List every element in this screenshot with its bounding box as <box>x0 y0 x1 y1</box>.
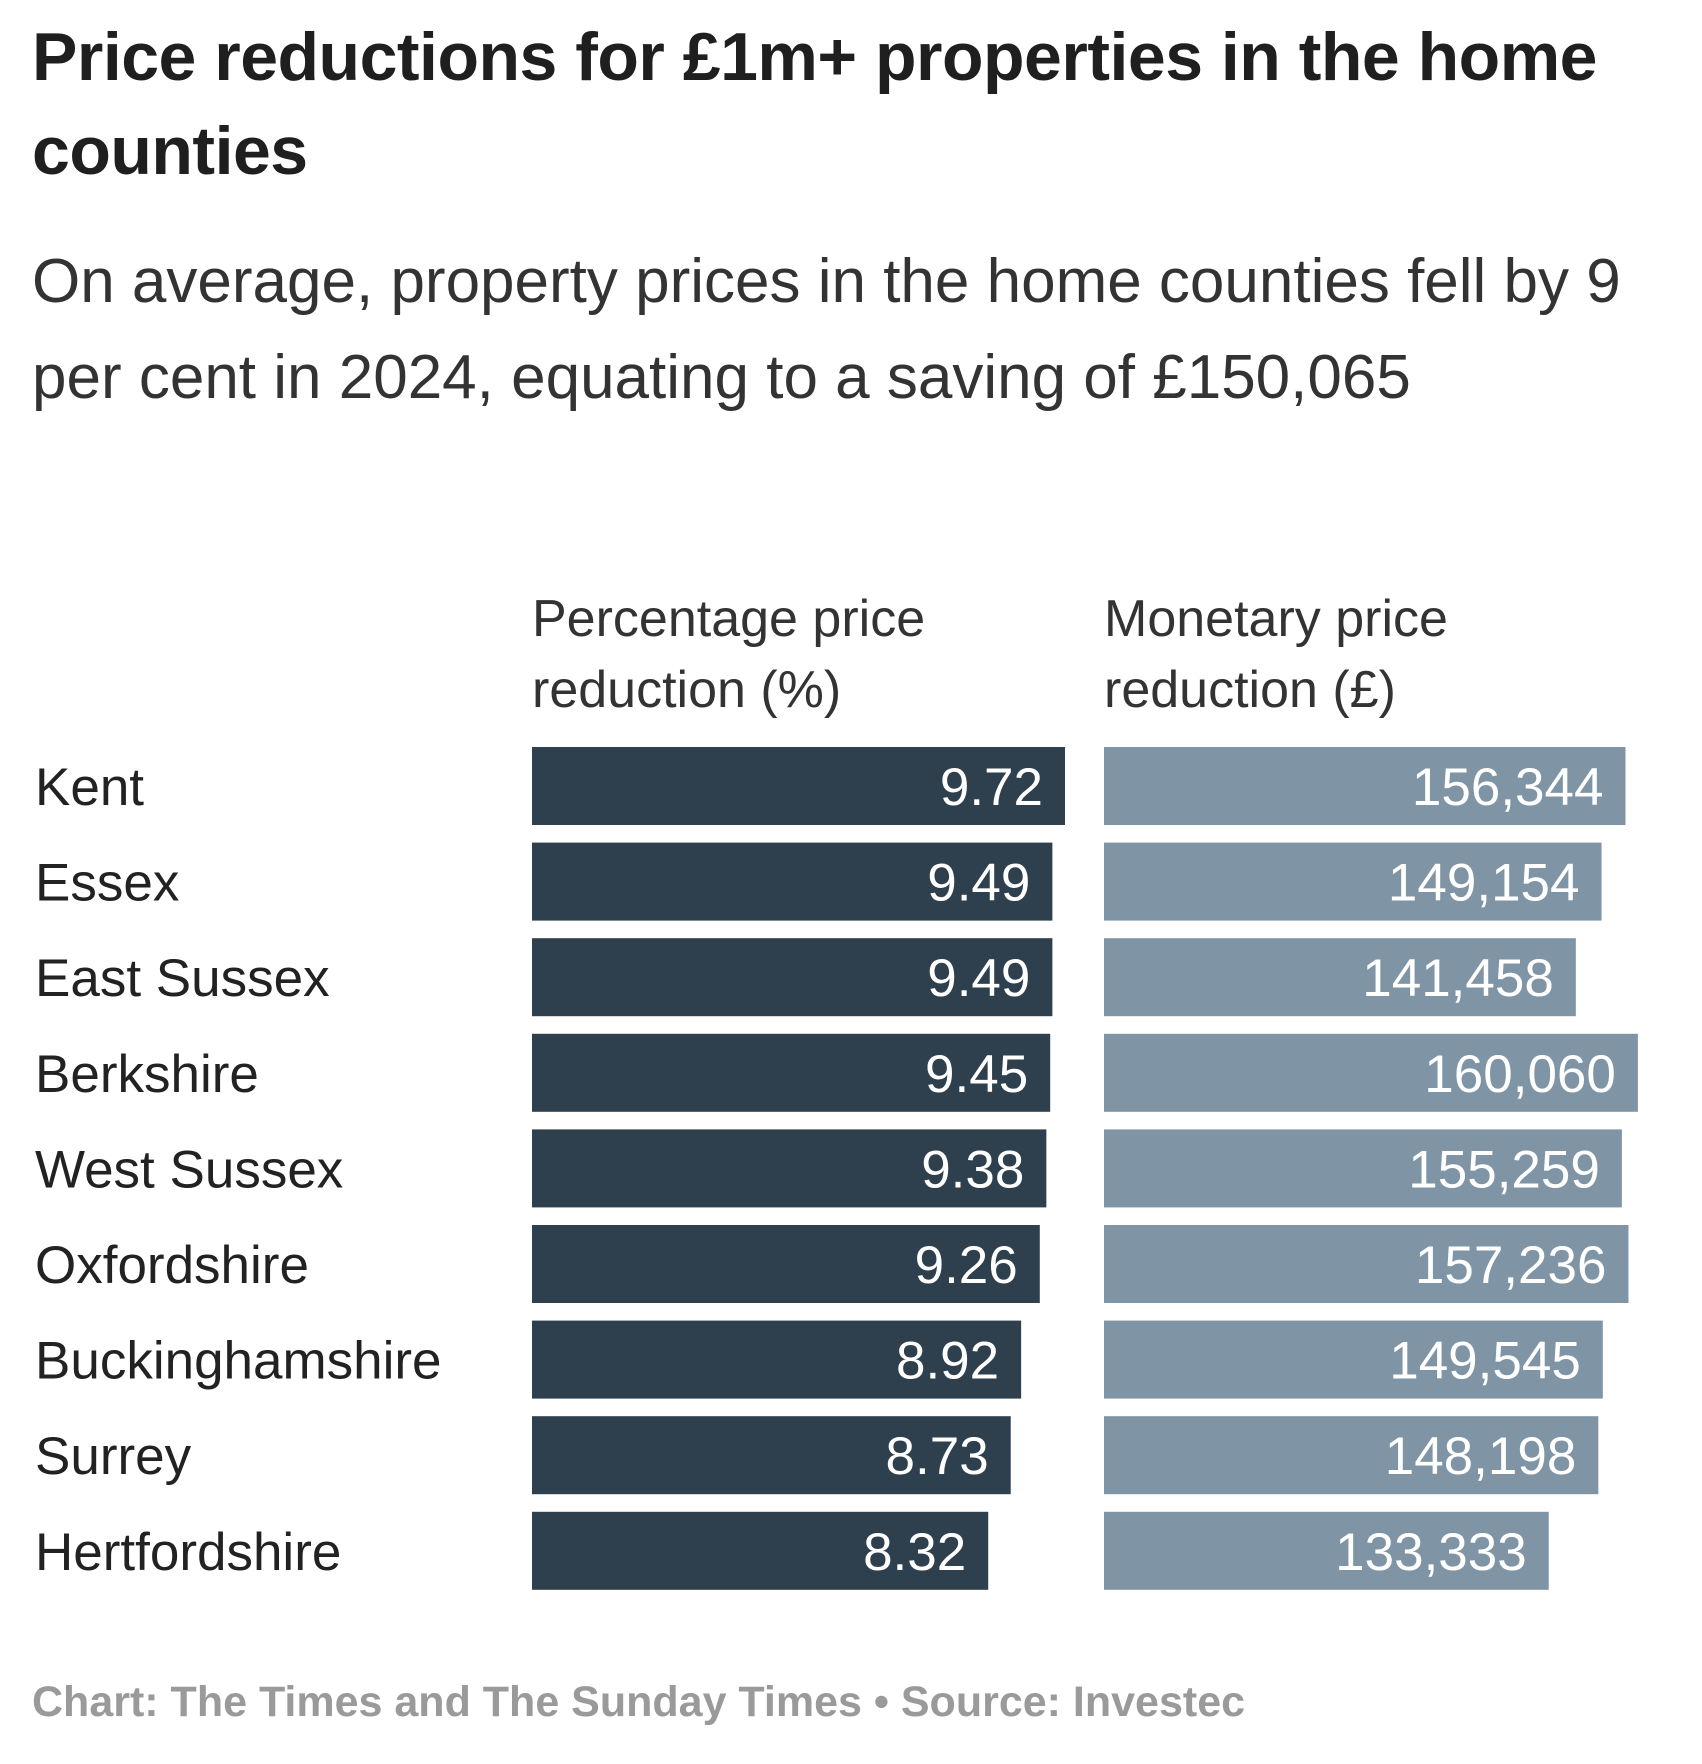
category-label: East Sussex <box>35 949 330 1008</box>
category-label: Kent <box>35 758 144 817</box>
column-header-monetary: Monetary price reduction (£) <box>1104 590 1448 719</box>
monetary-bar <box>1104 842 1602 921</box>
monetary-bar <box>1104 1511 1549 1590</box>
category-label: Surrey <box>35 1427 192 1486</box>
monetary-bar <box>1104 1416 1599 1495</box>
monetary-value-label: 156,344 <box>1412 758 1604 817</box>
chart-title: Price reductions for £1m+ properties in … <box>32 19 1597 189</box>
category-label: West Sussex <box>35 1140 343 1199</box>
category-label: Oxfordshire <box>35 1236 309 1295</box>
percentage-bar <box>532 1225 1040 1303</box>
monetary-value-label: 160,060 <box>1424 1045 1616 1104</box>
monetary-value-label: 133,333 <box>1335 1523 1527 1582</box>
percentage-value-label: 9.38 <box>921 1140 1024 1199</box>
percentage-value-label: 9.26 <box>915 1236 1018 1295</box>
percentage-value-label: 8.32 <box>863 1523 966 1582</box>
percentage-bar <box>532 938 1053 1017</box>
monetary-bar <box>1104 1129 1622 1208</box>
monetary-value-label: 149,154 <box>1388 854 1580 913</box>
monetary-value-label: 157,236 <box>1415 1236 1607 1295</box>
percentage-value-label: 9.45 <box>925 1045 1028 1104</box>
column-header-percentage: Percentage price reduction (%) <box>532 590 926 719</box>
monetary-bar <box>1104 938 1576 1017</box>
percentage-bar <box>532 1033 1051 1112</box>
percentage-value-label: 9.49 <box>927 854 1030 913</box>
monetary-bar <box>1104 747 1626 825</box>
percentage-bar <box>532 747 1065 825</box>
monetary-bar <box>1104 1225 1629 1303</box>
percentage-bar <box>532 1320 1022 1399</box>
percentage-value-label: 9.49 <box>927 949 1030 1008</box>
category-label: Essex <box>35 854 179 913</box>
chart-source: Chart: The Times and The Sunday Times • … <box>32 1678 1246 1726</box>
percentage-bar <box>532 1416 1011 1495</box>
monetary-bar <box>1104 1320 1603 1399</box>
percentage-bar <box>532 1511 989 1590</box>
chart-subtitle: On average, property prices in the home … <box>32 247 1621 412</box>
monetary-bar <box>1104 1033 1638 1112</box>
percentage-value-label: 8.92 <box>896 1332 999 1391</box>
percentage-value-label: 8.73 <box>886 1427 989 1486</box>
monetary-value-label: 149,545 <box>1389 1332 1581 1391</box>
category-label: Hertfordshire <box>35 1523 341 1582</box>
category-label: Buckinghamshire <box>35 1332 442 1391</box>
percentage-value-label: 9.72 <box>940 758 1043 817</box>
monetary-value-label: 155,259 <box>1408 1140 1600 1199</box>
percentage-bar <box>532 1129 1047 1208</box>
category-label: Berkshire <box>35 1045 259 1104</box>
monetary-value-label: 141,458 <box>1362 949 1554 1008</box>
percentage-bar <box>532 842 1053 921</box>
monetary-value-label: 148,198 <box>1385 1427 1577 1486</box>
